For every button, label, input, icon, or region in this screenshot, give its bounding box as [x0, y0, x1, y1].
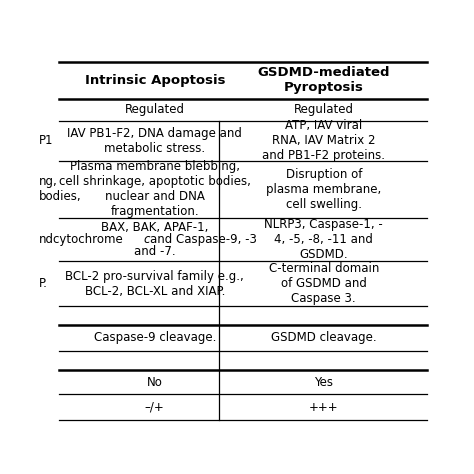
Text: nd: nd	[39, 233, 54, 246]
Text: cytochrome   and Caspase-9, -3: cytochrome and Caspase-9, -3	[53, 233, 257, 246]
Text: c: c	[144, 233, 150, 246]
Text: Disruption of
plasma membrane,
cell swelling.: Disruption of plasma membrane, cell swel…	[266, 168, 382, 211]
Text: BAX, BAK, APAF-1,: BAX, BAK, APAF-1,	[101, 221, 209, 234]
Text: –/+: –/+	[145, 401, 164, 414]
Text: P1: P1	[39, 135, 54, 147]
Text: IAV PB1-F2, DNA damage and
metabolic stress.: IAV PB1-F2, DNA damage and metabolic str…	[67, 127, 242, 155]
Text: Caspase-9 cleavage.: Caspase-9 cleavage.	[93, 331, 216, 345]
Text: P.: P.	[39, 277, 48, 290]
Text: C-terminal domain
of GSDMD and
Caspase 3.: C-terminal domain of GSDMD and Caspase 3…	[269, 262, 379, 305]
Text: NLRP3, Caspase-1, -
4, -5, -8, -11 and
GSDMD.: NLRP3, Caspase-1, - 4, -5, -8, -11 and G…	[264, 218, 383, 261]
Text: Yes: Yes	[314, 375, 333, 389]
Text: GSDMD cleavage.: GSDMD cleavage.	[271, 331, 376, 345]
Text: and -7.: and -7.	[134, 245, 175, 258]
Text: No: No	[147, 375, 163, 389]
Text: ATP, IAV viral
RNA, IAV Matrix 2
and PB1-F2 proteins.: ATP, IAV viral RNA, IAV Matrix 2 and PB1…	[262, 119, 385, 163]
Text: GSDMD-mediated
Pyroptosis: GSDMD-mediated Pyroptosis	[257, 66, 390, 94]
Text: Regulated: Regulated	[294, 103, 354, 117]
Text: BCL-2 pro-survival family e.g.,
BCL-2, BCL-XL and XIAP.: BCL-2 pro-survival family e.g., BCL-2, B…	[65, 270, 244, 298]
Text: ng,
bodies,: ng, bodies,	[39, 175, 82, 203]
Text: Intrinsic Apoptosis: Intrinsic Apoptosis	[84, 74, 225, 87]
Text: Plasma membrane blebbing,
cell shrinkage, apoptotic bodies,
nuclear and DNA
frag: Plasma membrane blebbing, cell shrinkage…	[59, 160, 251, 219]
Text: Regulated: Regulated	[125, 103, 185, 117]
Text: +++: +++	[309, 401, 338, 414]
